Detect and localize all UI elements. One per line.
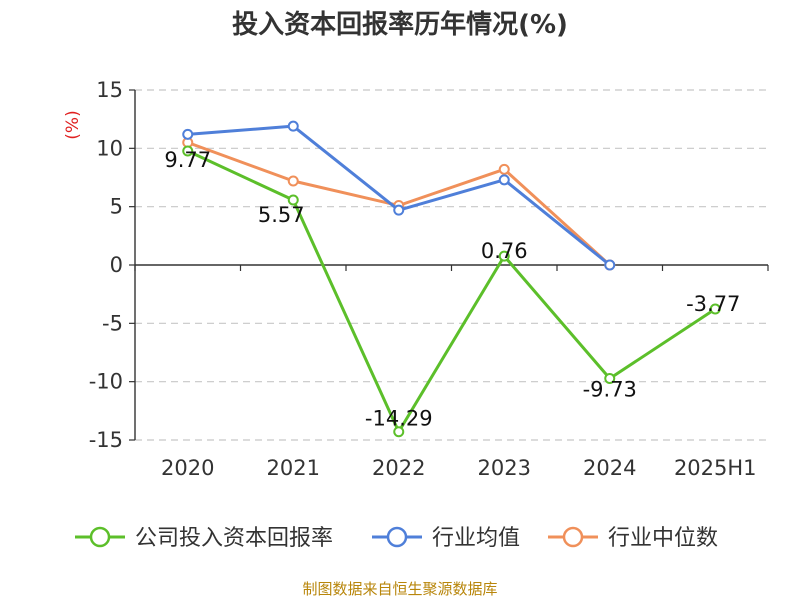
data-label: -3.77 [686,292,740,316]
series-point [498,163,510,175]
data-label: 9.77 [164,148,211,172]
data-labels: 9.77 5.57 -14.29 0.76 -9.73 -3.77 [164,148,740,431]
data-label: -14.29 [365,407,433,431]
legend: 公司投入资本回报率 行业均值 行业中位数 [75,526,718,551]
series-point [287,194,299,206]
axes: -15 -10 -5 0 5 10 15 2020 2021 2022 2023 2024 2025H1 [89,78,769,480]
legend-item: 公司投入资本回报率 [75,526,333,551]
y-tick-label: -15 [89,428,123,452]
y-tick-label: -5 [102,311,123,335]
legend-label: 行业中位数 [608,526,718,551]
legend-label: 行业均值 [432,526,520,551]
data-label: -9.73 [583,378,637,402]
y-tick-label: 0 [110,253,123,277]
y-tick-label: 10 [96,136,123,160]
legend-marker [562,526,584,548]
series-line [187,124,611,267]
x-tick-label: 2025H1 [674,456,757,480]
x-tick-label: 2021 [267,456,320,480]
series-point [393,426,405,438]
y-axis-unit: (%) [63,110,83,139]
series-point [287,175,299,187]
series-point [393,204,405,216]
series-point [182,145,194,157]
x-tick-label: 2024 [583,456,636,480]
legend-item: 行业中位数 [548,526,718,551]
series-point [182,128,194,140]
legend-marker [386,526,408,548]
legend-marker [89,526,111,548]
y-tick-label: -10 [89,370,123,394]
series-point [604,259,616,271]
series-layer [182,120,721,438]
y-tick-label: 5 [110,195,123,219]
series-point [287,120,299,132]
series-point [498,250,510,262]
data-label: 0.76 [481,239,528,263]
x-tick-label: 2023 [478,456,531,480]
series-line [187,149,717,434]
chart-title: 投入资本回报率历年情况(%) [232,9,568,40]
x-tick-label: 2020 [161,456,214,480]
y-tick-label: 15 [96,78,123,102]
series-point [604,373,616,385]
x-tick-label: 2022 [372,456,425,480]
legend-item: 行业均值 [372,526,520,551]
legend-label: 公司投入资本回报率 [135,526,333,551]
source-note: 制图数据来自恒生聚源数据库 [302,580,497,598]
grid-lines [135,89,768,441]
series-point [709,303,721,315]
series-point [498,174,510,186]
data-label: 5.57 [258,203,305,227]
